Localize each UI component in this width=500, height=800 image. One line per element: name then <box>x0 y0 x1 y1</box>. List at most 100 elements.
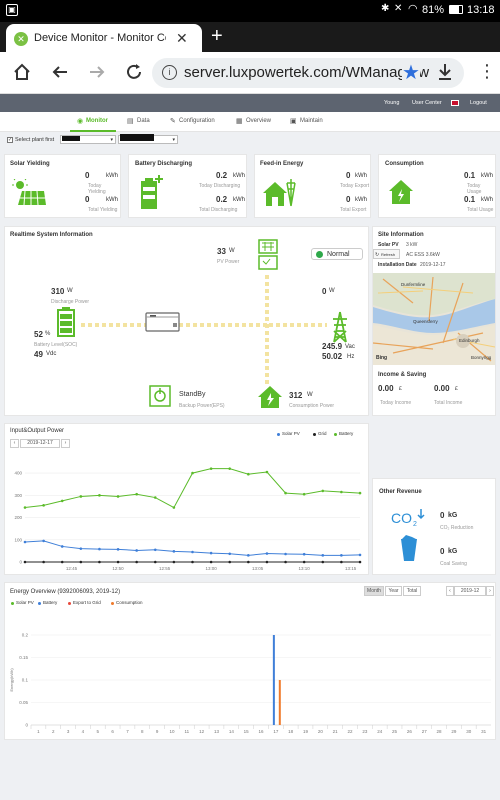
card-title: Feed-in Energy <box>260 161 304 167</box>
monitor-icon: ◉ <box>77 118 84 125</box>
status-bar: ▣ ✱ ✕ ◠ 81% 13:18 <box>0 0 500 22</box>
total-value: 0.1 <box>464 195 476 204</box>
total-label: Total Yielding <box>88 207 118 213</box>
language-flag-icon[interactable] <box>451 100 459 106</box>
data-point <box>23 540 27 544</box>
data-point <box>153 548 157 552</box>
total-label: Total Export <box>340 207 367 213</box>
data-point <box>79 547 83 550</box>
energy-prev-button[interactable]: ‹ <box>446 586 454 596</box>
today-income-unit: £ <box>399 386 402 392</box>
io-next-button[interactable]: › <box>61 439 70 448</box>
today-unit: kWh <box>355 173 367 179</box>
soc-unit: % <box>45 331 51 337</box>
x-tick-label: 23 <box>362 729 368 734</box>
legend-consumption-label: Consumption <box>116 600 143 605</box>
logout-link[interactable]: Logout <box>470 100 487 106</box>
pv-size-value: 3 kW <box>406 242 418 248</box>
back-icon[interactable] <box>50 62 70 82</box>
refresh-button[interactable]: ↻ Refresh <box>373 249 400 259</box>
other-revenue-panel: Other Revenue CO 2 0 kG CO₂ Reduction 0 k… <box>372 478 496 575</box>
hz-unit: Hz <box>347 354 355 360</box>
tab-maintain[interactable]: ▣ Maintain <box>290 112 330 132</box>
realtime-panel: Realtime System Information 33 W PV Powe… <box>4 226 369 416</box>
tab-overview[interactable]: ▦ Overview <box>236 112 276 132</box>
today-value: 0 <box>346 171 351 180</box>
pv-label: PV Power <box>217 259 240 265</box>
user-name[interactable]: Young <box>384 100 400 106</box>
refresh-label: Refresh <box>381 252 396 257</box>
data-point <box>247 560 250 564</box>
data-point <box>98 547 101 551</box>
user-center-link[interactable]: User Center <box>412 100 442 106</box>
data-point <box>135 492 138 496</box>
energy-next-button[interactable]: › <box>486 586 494 596</box>
io-chart-title: Input&Output Power <box>10 428 65 434</box>
data-point <box>42 560 45 564</box>
data-point <box>98 560 101 564</box>
svg-text:2: 2 <box>413 521 417 527</box>
x-tick-label: 14 <box>229 729 235 734</box>
x-tick-label: 1 <box>37 729 40 734</box>
total-button[interactable]: Total <box>403 586 421 596</box>
plant-checkbox[interactable]: ✓ <box>7 137 13 143</box>
data-point <box>79 560 83 564</box>
info-icon[interactable]: i <box>162 65 177 80</box>
bookmark-star-icon[interactable]: ★ <box>402 60 420 85</box>
data-point <box>23 560 27 564</box>
coal-value: 0 <box>440 547 445 556</box>
year-button[interactable]: Year <box>385 586 402 596</box>
home-usage-icon <box>389 180 413 204</box>
tab-configuration[interactable]: ✎ Configuration <box>170 112 225 132</box>
io-power-panel: Input&Output Power ‹ 2019-12-17 › Solar … <box>4 423 369 575</box>
energy-overview-panel: Energy Overview (9392006093, 2019-12) Mo… <box>4 582 496 740</box>
y-tick-label: 0.05 <box>19 700 28 705</box>
reload-icon[interactable] <box>124 62 144 82</box>
co2-unit: kG <box>448 512 458 519</box>
realtime-title: Realtime System Information <box>10 232 93 238</box>
discharge-value: 310 <box>51 287 65 296</box>
data-point <box>228 467 232 470</box>
legend-grid-swatch <box>313 433 316 436</box>
io-prev-button[interactable]: ‹ <box>10 439 19 448</box>
x-tick-label: 24 <box>377 729 383 734</box>
app-notification-icon: ▣ <box>6 4 18 16</box>
tab-configuration-label: Configuration <box>179 118 215 124</box>
eps-plug-icon <box>149 385 171 407</box>
tab-data[interactable]: ▤ Data <box>127 112 157 132</box>
data-point <box>209 467 213 470</box>
data-point <box>135 560 138 564</box>
browser-tab[interactable]: ✕ Device Monitor - Monitor Ce ✕ <box>6 24 202 52</box>
today-unit: kWh <box>481 173 493 179</box>
soc-label: Battery Level(SOC) <box>34 342 78 348</box>
forward-icon[interactable] <box>87 62 107 82</box>
menu-icon[interactable]: ⋮ <box>478 61 496 81</box>
tab-monitor[interactable]: ◉ Monitor <box>70 112 116 132</box>
model-value: AC ESS 3.6kW <box>406 252 440 258</box>
x-tick-label: 21 <box>333 729 339 734</box>
new-tab-icon[interactable]: + <box>211 25 223 47</box>
download-icon[interactable] <box>436 62 454 82</box>
y-tick-label: 0 <box>19 560 22 565</box>
overview-icon: ▦ <box>236 118 243 125</box>
y-tick-label: 100 <box>14 537 22 542</box>
status-text: Normal <box>327 251 350 258</box>
legend-battery-swatch <box>38 602 41 605</box>
bar-consumption <box>278 680 281 725</box>
tab-close-icon[interactable]: ✕ <box>176 30 188 46</box>
tab-overview-label: Overview <box>246 118 272 124</box>
month-button[interactable]: Month <box>364 586 384 596</box>
home-icon[interactable] <box>12 62 32 82</box>
energy-date-field[interactable]: 2019-12 <box>454 586 486 596</box>
svg-text:CO: CO <box>391 510 412 526</box>
io-date-field[interactable]: 2019-12-17 <box>20 439 60 448</box>
data-point <box>209 560 213 564</box>
total-unit: kWh <box>355 197 367 203</box>
device-select[interactable]: ▾ <box>118 134 178 144</box>
data-point <box>191 550 194 554</box>
location-map[interactable]: Dunfermline Queensferry Edinburgh Bonnyr… <box>373 273 495 365</box>
plant-select[interactable]: ▾ <box>60 135 116 144</box>
x-tick-label: 12:45 <box>66 566 78 571</box>
map-label-queensferry: Queensferry <box>413 319 438 324</box>
